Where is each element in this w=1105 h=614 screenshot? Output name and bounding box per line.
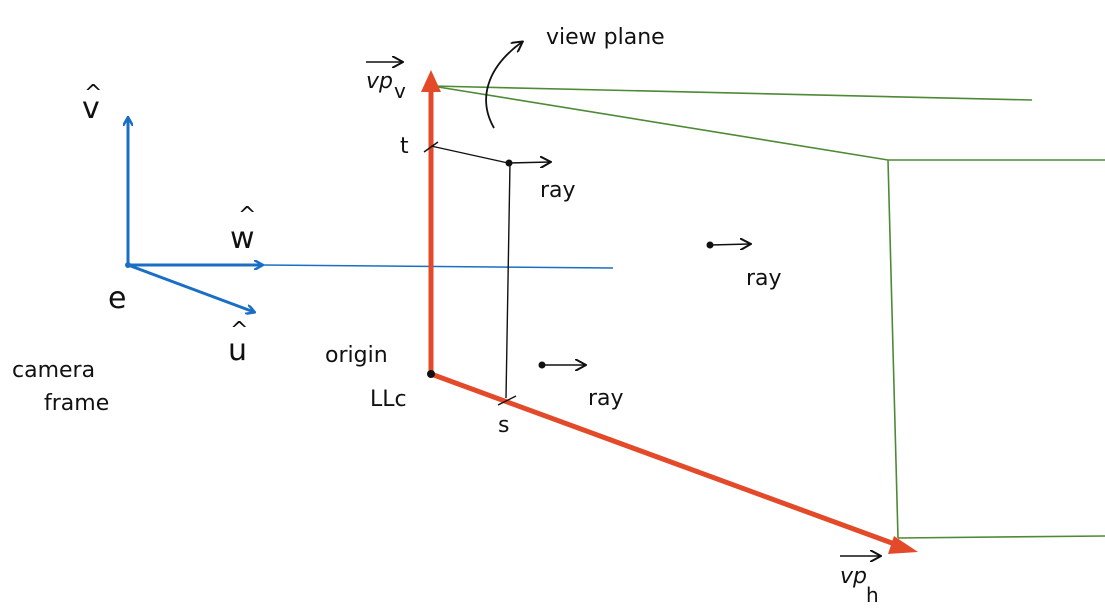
vp-h-label: vp xyxy=(840,564,867,589)
origin-label: origin xyxy=(325,343,388,368)
eye-point xyxy=(125,262,131,268)
ray-label-3: ray xyxy=(588,386,624,411)
t-line xyxy=(431,146,508,163)
frustum-top-upper xyxy=(432,86,1032,100)
u-axis xyxy=(128,265,254,312)
frustum-far-bottom xyxy=(898,536,1105,538)
viewport-vectors xyxy=(421,70,918,554)
ray-label-1: ray xyxy=(540,178,576,203)
lower-corner-label: LLc xyxy=(370,387,407,412)
vp-v-arrowhead xyxy=(421,70,441,92)
s-label: s xyxy=(498,413,509,438)
ray-label-2: ray xyxy=(746,266,782,291)
sample-construction xyxy=(424,142,516,405)
vp-h-vector xyxy=(431,374,900,546)
camera-frame xyxy=(125,118,613,312)
camera-frame-label-line2: frame xyxy=(44,391,109,416)
view-plane-label: view plane xyxy=(546,25,665,50)
ray-arrow-2 xyxy=(710,244,750,245)
frustum-far-left xyxy=(888,160,898,538)
s-line xyxy=(506,163,510,398)
t-label: t xyxy=(400,134,409,159)
w-hat-label: w xyxy=(230,221,255,256)
vp-h-subscript: h xyxy=(866,583,879,607)
camera-frame-label-line1: camera xyxy=(12,358,95,383)
eye-label: e xyxy=(108,281,126,316)
w-axis-extension xyxy=(262,265,613,268)
vp-v-label: vp xyxy=(366,69,393,94)
frustum-top-lower xyxy=(432,86,888,160)
u-hat-label: u xyxy=(228,333,247,368)
view-frustum xyxy=(432,86,1105,538)
v-hat-label: v xyxy=(82,91,100,126)
ray-arrow-1 xyxy=(509,162,550,163)
view-plane-pointer xyxy=(486,42,522,128)
vp-v-subscript: v xyxy=(394,79,406,103)
origin-point xyxy=(427,370,435,378)
